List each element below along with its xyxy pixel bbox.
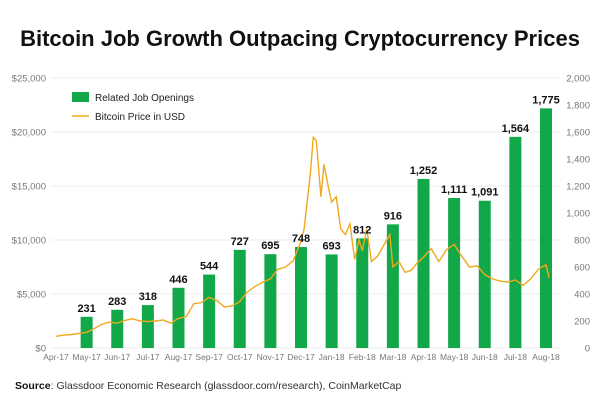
bar-data-label: 544 — [200, 261, 219, 273]
x-tick-label: Sep-17 — [195, 352, 223, 362]
bar-data-label: 916 — [384, 210, 402, 222]
bar-data-label: 1,111 — [441, 184, 467, 196]
bar-data-label: 318 — [139, 291, 157, 303]
right-tick-label: 0 — [585, 344, 590, 355]
bar — [233, 249, 246, 348]
x-tick-label: Apr-17 — [43, 352, 69, 362]
x-tick-label: Jul-17 — [136, 352, 159, 362]
source-label: Source — [15, 380, 51, 392]
left-tick-label: $15,000 — [12, 182, 46, 193]
right-tick-label: 800 — [574, 236, 590, 247]
bar — [448, 198, 461, 348]
x-tick-label: Mar-18 — [379, 352, 406, 362]
right-tick-label: 600 — [574, 263, 590, 274]
right-tick-label: 1,600 — [566, 128, 590, 139]
right-tick-label: 1,400 — [566, 155, 590, 166]
bar — [417, 178, 430, 348]
right-tick-label: 200 — [574, 317, 590, 328]
x-tick-label: Jun-17 — [104, 352, 130, 362]
source-text: : Glassdoor Economic Research (glassdoor… — [50, 380, 402, 392]
bar — [295, 247, 307, 348]
x-tick-label: Apr-18 — [411, 352, 437, 362]
left-tick-label: $0 — [35, 344, 46, 355]
bar-data-label: 1,775 — [532, 94, 560, 106]
bar-data-label: 812 — [353, 224, 371, 236]
bar — [386, 224, 399, 348]
right-tick-label: 400 — [574, 290, 590, 301]
x-tick-label: May-18 — [440, 352, 469, 362]
bitcoin-price-line — [55, 135, 550, 338]
x-tick-label: Nov-17 — [257, 352, 285, 362]
bar — [203, 274, 216, 348]
bar-data-label: 1,564 — [502, 123, 530, 135]
bar-data-label: 727 — [231, 236, 249, 248]
legend-label-price: Bitcoin Price in USD — [95, 112, 185, 123]
bar — [356, 238, 369, 348]
x-tick-label: Aug-18 — [532, 352, 560, 362]
bar-data-label: 446 — [169, 274, 187, 286]
bar-data-label: 693 — [322, 240, 340, 252]
x-tick-label: Dec-17 — [287, 352, 315, 362]
bar — [325, 254, 338, 348]
right-tick-label: 1,200 — [566, 182, 590, 193]
bar — [141, 305, 154, 348]
bar-data-label: 1,252 — [410, 165, 438, 177]
legend-label-jobs: Related Job Openings — [95, 93, 194, 104]
x-tick-label: Jan-18 — [319, 352, 345, 362]
right-tick-label: 2,000 — [566, 74, 590, 85]
x-tick-label: Oct-17 — [227, 352, 253, 362]
x-tick-label: Aug-17 — [165, 352, 193, 362]
left-tick-label: $5,000 — [17, 290, 46, 301]
bar — [111, 309, 124, 348]
chart-title: Bitcoin Job Growth Outpacing Cryptocurre… — [20, 26, 580, 51]
bar-data-label: 748 — [292, 233, 310, 245]
source-note: Source: Glassdoor Economic Research (gla… — [15, 380, 401, 392]
bar-data-label: 1,091 — [471, 187, 499, 199]
bar-data-label: 695 — [261, 240, 279, 252]
x-tick-label: May-17 — [72, 352, 101, 362]
left-tick-label: $10,000 — [12, 236, 46, 247]
bar — [540, 108, 552, 348]
right-tick-label: 1,000 — [566, 209, 590, 220]
bar — [509, 136, 522, 348]
bar-data-label: 283 — [108, 296, 126, 308]
x-tick-label: Jun-18 — [472, 352, 498, 362]
legend-swatch-jobs — [72, 92, 89, 102]
left-tick-label: $25,000 — [12, 74, 46, 85]
bar-data-label: 231 — [77, 303, 95, 315]
x-tick-label: Jul-18 — [504, 352, 527, 362]
bar — [264, 254, 277, 348]
right-tick-label: 1,800 — [566, 101, 590, 112]
left-tick-label: $20,000 — [12, 128, 46, 139]
x-tick-label: Feb-18 — [349, 352, 376, 362]
